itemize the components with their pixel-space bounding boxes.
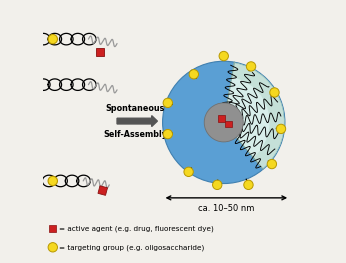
Text: = targeting group (e.g. oligosaccharide): = targeting group (e.g. oligosaccharide) <box>58 244 204 251</box>
Bar <box>218 115 225 122</box>
Circle shape <box>246 62 256 71</box>
Text: Self-Assembly: Self-Assembly <box>103 130 167 139</box>
Circle shape <box>163 98 172 108</box>
Text: Spontaneous: Spontaneous <box>106 104 165 113</box>
Wedge shape <box>224 77 270 158</box>
Circle shape <box>184 167 193 176</box>
Bar <box>98 186 108 195</box>
Circle shape <box>163 129 172 139</box>
Wedge shape <box>224 63 284 169</box>
Bar <box>225 120 232 127</box>
Text: ca. 10–50 nm: ca. 10–50 nm <box>198 204 255 213</box>
Circle shape <box>163 61 285 184</box>
Circle shape <box>204 103 243 142</box>
Circle shape <box>189 70 199 79</box>
Circle shape <box>276 124 286 134</box>
Bar <box>49 225 56 232</box>
Text: = active agent (e.g. drug, fluorescent dye): = active agent (e.g. drug, fluorescent d… <box>58 225 213 231</box>
Circle shape <box>48 242 57 252</box>
Circle shape <box>219 51 228 61</box>
FancyArrow shape <box>117 116 157 127</box>
Circle shape <box>48 176 57 186</box>
Circle shape <box>212 180 222 190</box>
Bar <box>96 48 104 56</box>
Circle shape <box>267 159 276 169</box>
Circle shape <box>244 180 253 190</box>
Circle shape <box>270 88 279 97</box>
Circle shape <box>48 34 57 44</box>
